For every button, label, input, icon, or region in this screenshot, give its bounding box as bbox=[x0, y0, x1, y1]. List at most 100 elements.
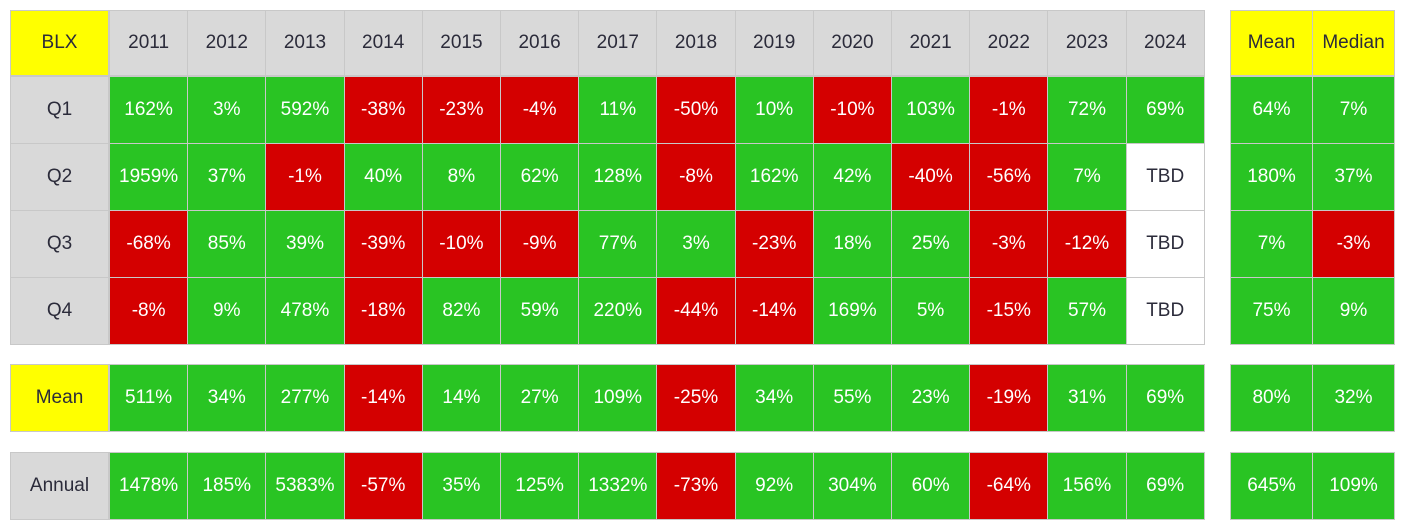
value-cell: -44% bbox=[656, 277, 736, 345]
stat-cell: 64% bbox=[1230, 76, 1313, 144]
value-cell: 128% bbox=[578, 143, 658, 211]
value-cell: -12% bbox=[1047, 210, 1127, 278]
value-cell: 10% bbox=[734, 76, 814, 144]
row-label: Mean bbox=[10, 364, 109, 432]
value-cell: 82% bbox=[421, 277, 501, 345]
row-label: Q2 bbox=[10, 143, 109, 211]
value-cell: 1332% bbox=[578, 452, 658, 520]
value-cell: 69% bbox=[1125, 452, 1205, 520]
value-cell: 162% bbox=[734, 143, 814, 211]
value-cell: -56% bbox=[969, 143, 1049, 211]
row-label: Q4 bbox=[10, 277, 109, 345]
value-cell: 162% bbox=[109, 76, 189, 144]
value-cell: 18% bbox=[812, 210, 892, 278]
value-cell: -64% bbox=[969, 452, 1049, 520]
value-cell: 62% bbox=[500, 143, 580, 211]
year-header: 2014 bbox=[343, 10, 423, 76]
value-cell: 42% bbox=[812, 143, 892, 211]
value-cell: 5383% bbox=[265, 452, 345, 520]
value-cell: -68% bbox=[109, 210, 189, 278]
value-cell: 3% bbox=[187, 76, 267, 144]
year-header: 2015 bbox=[421, 10, 501, 76]
value-cell: 156% bbox=[1047, 452, 1127, 520]
value-cell: -14% bbox=[343, 364, 423, 432]
value-cell: 14% bbox=[421, 364, 501, 432]
value-cell: 55% bbox=[812, 364, 892, 432]
value-cell: -8% bbox=[656, 143, 736, 211]
value-cell: 304% bbox=[812, 452, 892, 520]
value-cell: -8% bbox=[109, 277, 189, 345]
stat-cell: 75% bbox=[1230, 277, 1313, 345]
row-label: Q1 bbox=[10, 76, 109, 144]
value-cell: 69% bbox=[1125, 76, 1205, 144]
value-cell: 1478% bbox=[109, 452, 189, 520]
value-cell: -25% bbox=[656, 364, 736, 432]
value-cell: 72% bbox=[1047, 76, 1127, 144]
year-header: 2021 bbox=[891, 10, 971, 76]
value-cell: 478% bbox=[265, 277, 345, 345]
value-cell: -39% bbox=[343, 210, 423, 278]
value-cell: 27% bbox=[500, 364, 580, 432]
value-cell: 92% bbox=[734, 452, 814, 520]
year-header: 2012 bbox=[187, 10, 267, 76]
year-header: 2022 bbox=[969, 10, 1049, 76]
year-header: 2020 bbox=[812, 10, 892, 76]
stat-cell: 7% bbox=[1230, 210, 1313, 278]
year-header: 2023 bbox=[1047, 10, 1127, 76]
value-cell: -15% bbox=[969, 277, 1049, 345]
value-cell: -18% bbox=[343, 277, 423, 345]
value-cell: -9% bbox=[500, 210, 580, 278]
year-header: 2013 bbox=[265, 10, 345, 76]
stat-cell: 7% bbox=[1312, 76, 1395, 144]
value-cell: -40% bbox=[891, 143, 971, 211]
value-cell: 69% bbox=[1125, 364, 1205, 432]
value-cell: 57% bbox=[1047, 277, 1127, 345]
value-cell: -14% bbox=[734, 277, 814, 345]
stat-cell: 9% bbox=[1312, 277, 1395, 345]
value-cell: -19% bbox=[969, 364, 1049, 432]
stat-cell: 109% bbox=[1312, 452, 1395, 520]
value-cell: -57% bbox=[343, 452, 423, 520]
year-header: 2018 bbox=[656, 10, 736, 76]
stat-cell: 80% bbox=[1230, 364, 1313, 432]
stat-cell: 37% bbox=[1312, 143, 1395, 211]
value-cell: 9% bbox=[187, 277, 267, 345]
value-cell: 109% bbox=[578, 364, 658, 432]
stat-cell: 32% bbox=[1312, 364, 1395, 432]
value-cell: -73% bbox=[656, 452, 736, 520]
value-cell: 34% bbox=[187, 364, 267, 432]
value-cell: 23% bbox=[891, 364, 971, 432]
value-cell: -50% bbox=[656, 76, 736, 144]
value-cell: -10% bbox=[421, 210, 501, 278]
value-cell: 169% bbox=[812, 277, 892, 345]
year-header: 2019 bbox=[734, 10, 814, 76]
value-cell: 11% bbox=[578, 76, 658, 144]
value-cell: 1959% bbox=[109, 143, 189, 211]
value-cell: TBD bbox=[1125, 143, 1205, 211]
value-cell: 37% bbox=[187, 143, 267, 211]
value-cell: -38% bbox=[343, 76, 423, 144]
value-cell: 125% bbox=[500, 452, 580, 520]
value-cell: 39% bbox=[265, 210, 345, 278]
stat-header: Mean bbox=[1230, 10, 1313, 76]
value-cell: 5% bbox=[891, 277, 971, 345]
value-cell: 220% bbox=[578, 277, 658, 345]
value-cell: 7% bbox=[1047, 143, 1127, 211]
value-cell: 25% bbox=[891, 210, 971, 278]
value-cell: -1% bbox=[969, 76, 1049, 144]
value-cell: 59% bbox=[500, 277, 580, 345]
year-header: 2017 bbox=[578, 10, 658, 76]
value-cell: 31% bbox=[1047, 364, 1127, 432]
row-label: Q3 bbox=[10, 210, 109, 278]
value-cell: 85% bbox=[187, 210, 267, 278]
value-cell: -23% bbox=[421, 76, 501, 144]
row-label: Annual bbox=[10, 452, 109, 520]
value-cell: 77% bbox=[578, 210, 658, 278]
value-cell: 3% bbox=[656, 210, 736, 278]
value-cell: -1% bbox=[265, 143, 345, 211]
stat-header: Median bbox=[1312, 10, 1395, 76]
value-cell: -10% bbox=[812, 76, 892, 144]
year-header: 2011 bbox=[109, 10, 189, 76]
value-cell: TBD bbox=[1125, 277, 1205, 345]
